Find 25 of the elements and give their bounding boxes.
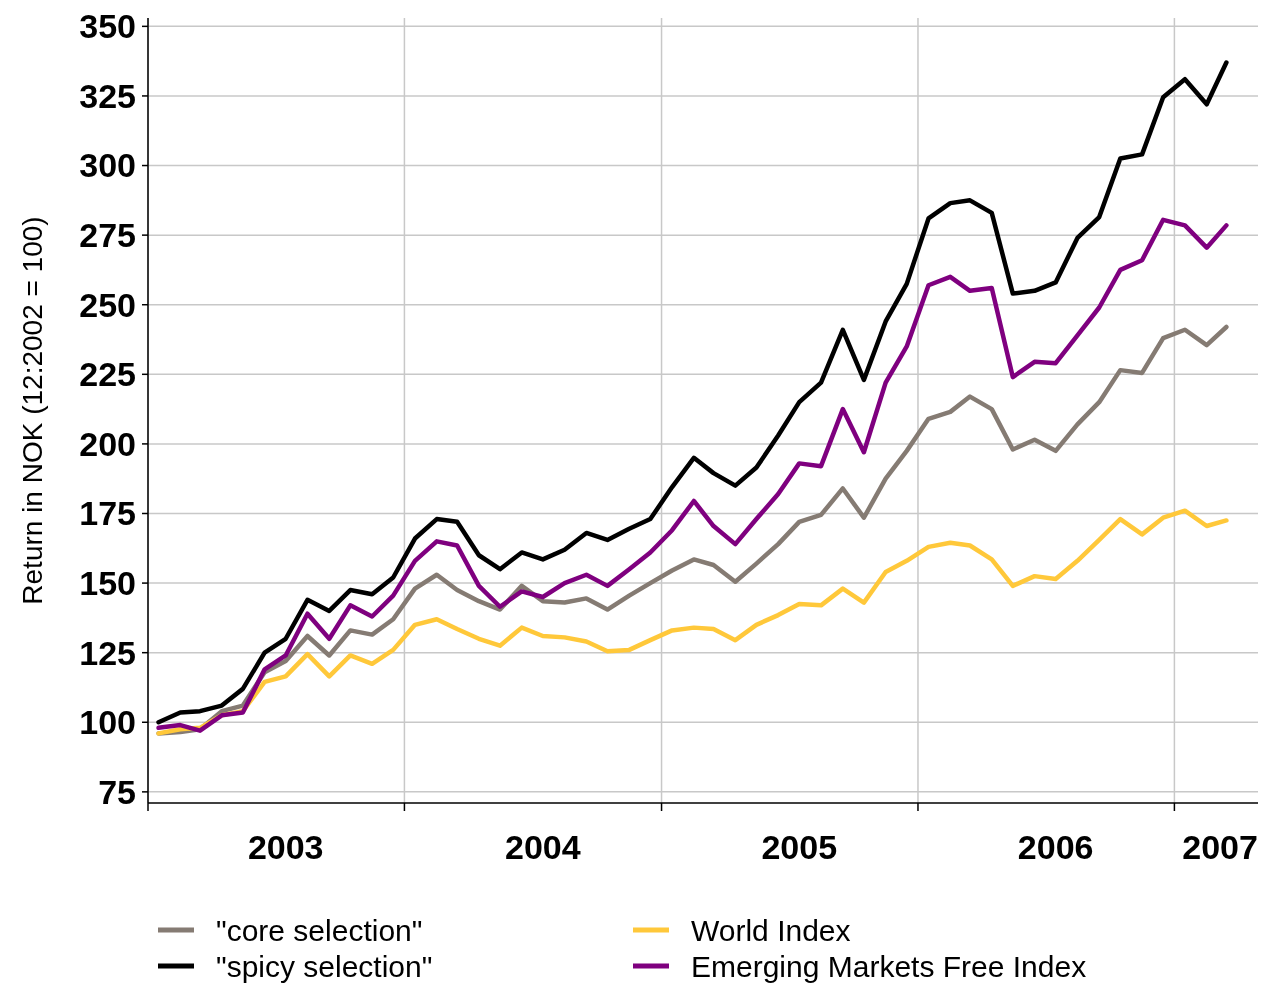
legend-label: Emerging Markets Free Index [691,949,1087,983]
y-axis-title: Return in NOK (12:2002 = 100) [17,216,48,605]
y-tick-label: 275 [79,216,136,255]
x-tick-label: 2007 [1182,828,1258,866]
legend-label: "core selection" [216,913,423,947]
line-series [156,60,1229,725]
legend-label: World Index [691,913,851,947]
y-tick-label: 250 [79,285,136,324]
line-series [156,217,1229,733]
y-tick-label: 325 [79,76,136,115]
x-tick-label: 2004 [505,828,581,866]
y-tick-label: 350 [79,7,136,46]
y-tick-label: 125 [79,633,136,672]
y-tick-label: 300 [79,146,136,185]
y-tick-label: 150 [79,563,136,602]
y-tick-label: 100 [79,703,136,742]
y-tick-label: 200 [79,424,136,463]
x-tick-label: 2003 [247,828,324,866]
y-tick-label: 75 [98,772,136,811]
y-tick-label: 225 [79,355,136,394]
line-series [156,508,1229,736]
x-tick-label: 2005 [761,828,838,866]
y-tick-label: 175 [79,494,136,533]
legend-label: "spicy selection" [216,949,433,983]
x-tick-label: 2006 [1017,828,1094,866]
